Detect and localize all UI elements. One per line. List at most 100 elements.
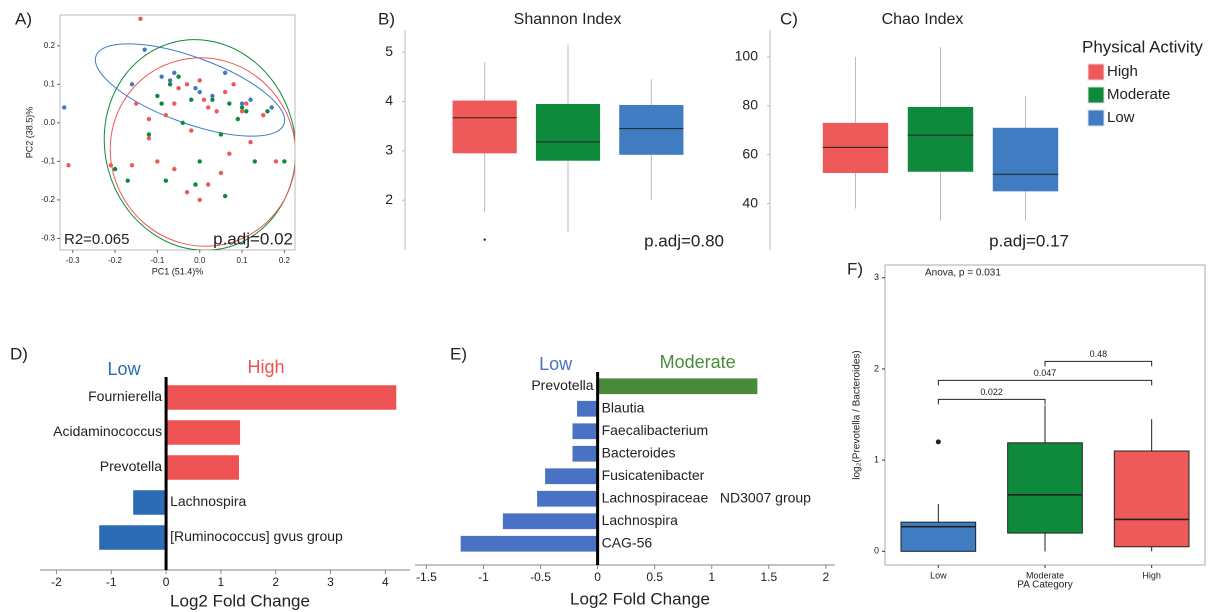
point: [235, 116, 241, 122]
point: [146, 136, 152, 141]
point: [244, 101, 249, 106]
panel-label: D): [10, 344, 28, 363]
category-label: Prevotella: [531, 377, 593, 393]
category-label: Bacteroides: [602, 444, 676, 460]
box: [619, 104, 684, 155]
bar: [572, 423, 598, 440]
bar: [99, 525, 167, 550]
panel-label: F): [847, 259, 863, 278]
y-tick-label: -0.3: [41, 234, 55, 243]
point: [189, 128, 194, 133]
point: [222, 89, 228, 95]
point: [201, 97, 207, 102]
y-tick-label: 60: [742, 145, 758, 161]
legend-label: High: [1107, 63, 1138, 80]
x-tick-label: 1: [708, 570, 715, 584]
category-label: Blautia: [602, 399, 645, 415]
point: [129, 163, 135, 168]
y-tick-label: 3: [874, 272, 879, 282]
x-tick-label: 0.2: [279, 256, 291, 265]
x-tick-label: 0: [594, 570, 601, 584]
x-tick-label: 4: [382, 575, 389, 589]
bar: [577, 400, 598, 417]
annotation: R2=0.065: [64, 231, 129, 248]
bar: [460, 535, 598, 552]
point: [159, 74, 164, 79]
side-label: Low: [108, 359, 142, 379]
panel-label: B): [378, 9, 395, 28]
bracket: [1044, 360, 1153, 367]
outlier: [935, 439, 941, 445]
x-tick-label: 3: [327, 575, 334, 589]
bar: [545, 468, 598, 485]
point: [265, 109, 270, 114]
p-value: 0.047: [1034, 368, 1057, 378]
category-label: Lachnospiraceae ND3007 group: [602, 489, 812, 505]
point: [210, 93, 215, 99]
annotation: p.adj=0.80: [644, 231, 724, 250]
y-axis-label: log₂(Prevotella / Bacteroides): [852, 350, 863, 480]
point: [189, 97, 194, 102]
x-tick-label: 0.5: [646, 570, 663, 584]
ellipse: [94, 43, 286, 137]
category-label: Faecalibacterium: [602, 422, 709, 438]
chart-title: Shannon Index: [514, 11, 622, 28]
x-tick-label: -1: [478, 570, 489, 584]
point: [172, 70, 177, 75]
bar: [597, 378, 758, 395]
bar: [133, 490, 167, 515]
x-tick-label: High: [1142, 570, 1161, 580]
point: [184, 82, 190, 87]
panel-label: E): [450, 344, 467, 363]
point: [155, 159, 160, 164]
point: [176, 85, 181, 91]
panel-frame: [59, 14, 296, 251]
point: [252, 159, 257, 164]
point: [248, 97, 253, 102]
point: [197, 197, 202, 203]
point: [197, 159, 202, 164]
y-tick-label: 80: [742, 96, 758, 112]
x-tick-label: -0.2: [108, 256, 122, 265]
y-tick-label: 2: [874, 363, 879, 373]
point: [227, 101, 232, 106]
x-axis-label: Log2 Fold Change: [170, 591, 310, 610]
point: [155, 93, 160, 99]
ellipse: [103, 39, 295, 250]
panel-label: C): [780, 9, 798, 28]
point: [134, 101, 139, 106]
point: [62, 105, 67, 110]
category-label: Prevotella: [100, 458, 162, 474]
confidence-ellipses: [94, 39, 295, 250]
y-tick-label: -0.2: [41, 195, 55, 204]
point: [125, 178, 130, 183]
category-label: [Ruminococcus] gvus group: [170, 528, 343, 544]
point: [269, 105, 274, 110]
legend-label: Moderate: [1107, 86, 1170, 103]
x-tick-label: 0: [163, 575, 170, 589]
x-tick-label: 2: [272, 575, 279, 589]
annotation: p.adj=0.02: [213, 229, 293, 248]
bar: [166, 455, 239, 480]
bracket: [937, 398, 1046, 405]
category-label: Lachnospira: [170, 493, 246, 509]
point: [66, 163, 71, 168]
point: [176, 74, 181, 79]
point: [159, 101, 164, 106]
point: [222, 70, 228, 75]
legend-swatch: [1087, 63, 1105, 81]
point: [205, 182, 211, 187]
x-tick-label: -1: [106, 575, 117, 589]
x-axis-label: Log2 Fold Change: [570, 589, 710, 608]
point: [231, 82, 236, 87]
category-label: Acidaminococcus: [53, 423, 162, 439]
category-label: Lachnospira: [602, 512, 678, 528]
box: [1113, 450, 1190, 548]
bracket: [937, 379, 1153, 386]
y-tick-label: 1: [874, 455, 879, 465]
legend-title: Physical Activity: [1082, 37, 1203, 56]
point: [146, 132, 152, 137]
box: [452, 100, 517, 154]
legend-label: Low: [1107, 109, 1135, 126]
